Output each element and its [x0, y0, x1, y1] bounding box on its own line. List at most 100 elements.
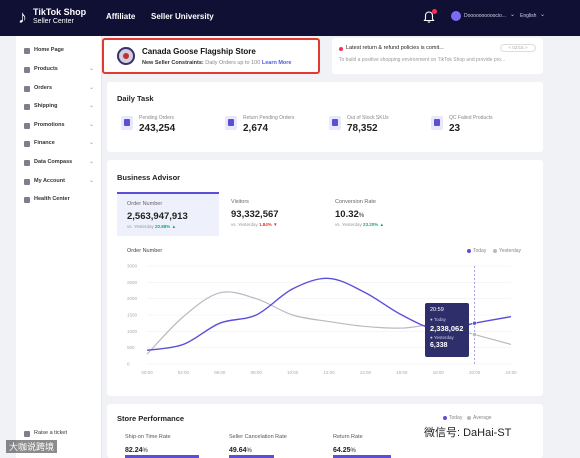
task-value: 23 [449, 123, 461, 134]
sidebar: Home Page Products ⌄ Orders ⌄ Shipping ⌄… [16, 36, 102, 458]
logo-title: TikTok Shop [33, 7, 87, 17]
x-tick-label: 06:00 [214, 370, 226, 375]
y-tick-label: 0 [127, 362, 130, 367]
legend-average[interactable]: Average [467, 415, 492, 421]
legend-yesterday[interactable]: Yesterday [493, 248, 521, 254]
bell-icon[interactable] [422, 10, 436, 24]
perf-value-return-rate: 64.25% [333, 447, 356, 454]
x-tick-label: 20:00 [469, 370, 481, 375]
language-selector[interactable]: English [520, 13, 537, 19]
chevron-down-icon[interactable]: ⌄ [540, 12, 546, 18]
sidebar-item-label: Home Page [34, 47, 64, 53]
y-tick-label: 1500 [127, 313, 138, 318]
perf-value-ship-on-time: 82.24% [125, 447, 148, 454]
sidebar-item-my-account[interactable]: My Account ⌄ [16, 177, 102, 191]
chevron-down-icon: ⌄ [89, 122, 95, 128]
y-tick-label: 2500 [127, 280, 138, 285]
top-bar: ♪ TikTok Shop Seller Center Affiliate Se… [0, 0, 580, 36]
account-avatar[interactable] [451, 11, 461, 21]
announcement-subtitle: To build a positive shopping environment… [339, 57, 506, 63]
task-label: Return Pending Orders [243, 115, 295, 121]
account-name[interactable]: Doooooooooocio... [464, 13, 506, 19]
document-icon [121, 116, 133, 130]
task-value: 243,254 [139, 123, 176, 134]
sidebar-item-products[interactable]: Products ⌄ [16, 65, 102, 79]
sidebar-item-orders[interactable]: Orders ⌄ [16, 84, 102, 98]
metric-label: Conversion Rate [335, 199, 376, 205]
store-performance-card: Store Performance Today Average Ship-on … [107, 404, 543, 458]
sidebar-item-label: Data Compass [34, 159, 73, 165]
legend-today[interactable]: Today [467, 248, 486, 254]
change-up: 20.88% [155, 224, 171, 229]
ticket-icon [24, 431, 30, 437]
shop-info-card: Canada Goose Flagship Store New Seller C… [102, 38, 320, 74]
perf-value-cancelation: 49.64% [229, 447, 252, 454]
business-advisor-card: Business Advisor Order Number 2,563,947,… [107, 160, 543, 396]
legend-today[interactable]: Today [443, 415, 462, 421]
sidebar-item-finance[interactable]: Finance ⌄ [16, 139, 102, 153]
tooltip-yesterday-value: 6,338 [430, 342, 448, 349]
perf-label-cancelation: Seller Cancelation Rate [229, 434, 287, 440]
task-label: Out of Stock SKUs [347, 115, 389, 121]
metric-compare: vs. Yesterday 20.88% ▲ [127, 224, 177, 229]
sidebar-item-shipping[interactable]: Shipping ⌄ [16, 102, 102, 116]
task-pending-orders[interactable]: Pending Orders 243,254 [121, 113, 221, 137]
sidebar-item-label: Promotions [34, 122, 65, 128]
tiktok-shop-logo[interactable]: ♪ TikTok Shop Seller Center [18, 6, 88, 30]
y-tick-label: 1000 [127, 329, 138, 334]
order-number-chart[interactable]: 3000 2500 2000 1500 1000 500 0 00:00 02:00 06:00 0… [107, 256, 543, 386]
perf-label-return-rate: Return Rate [333, 434, 363, 440]
watermark-right: 微信号: DaHai-ST [424, 427, 512, 439]
seller-constraint-text: New Seller Constraints: Daily Orders up … [142, 60, 292, 66]
learn-more-link[interactable]: Learn More [261, 60, 292, 66]
sidebar-item-label: Products [34, 66, 58, 72]
chevron-down-icon: ⌄ [89, 103, 95, 109]
orders-icon [24, 86, 30, 92]
y-tick-label: 3000 [127, 264, 138, 269]
nav-seller-university[interactable]: Seller University [151, 12, 214, 21]
chevron-down-icon[interactable]: ⌄ [510, 12, 516, 18]
x-tick-label: 24:00 [505, 370, 517, 375]
task-qc-failed[interactable]: QC Failed Products 23 [431, 113, 531, 137]
chevron-down-icon: ⌄ [89, 159, 95, 165]
x-tick-label: 10:00 [287, 370, 299, 375]
nav-affiliate[interactable]: Affiliate [106, 12, 136, 21]
sidebar-item-label: Health Center [34, 196, 70, 202]
chevron-down-icon: ⌄ [89, 66, 95, 72]
task-return-pending-orders[interactable]: Return Pending Orders 2,674 [225, 113, 325, 137]
announcement-pager[interactable]: < 02/15 > [500, 44, 536, 52]
user-icon [24, 179, 30, 185]
constraint-prefix: New Seller Constraints: [142, 60, 204, 66]
sidebar-item-health-center[interactable]: Health Center [16, 195, 102, 209]
x-tick-label: 02:00 [178, 370, 190, 375]
x-tick-label: 08:00 [251, 370, 263, 375]
sidebar-item-label: Shipping [34, 103, 58, 109]
qc-icon [431, 116, 443, 130]
sidebar-item-label: My Account [34, 178, 65, 184]
announcement-title[interactable]: Latest return & refund policies is comit… [346, 45, 444, 51]
tooltip-today-label: ● Today [430, 317, 446, 322]
x-tick-label: 16:00 [396, 370, 408, 375]
task-out-of-stock[interactable]: Out of Stock SKUs 78,352 [329, 113, 429, 137]
shop-logo-mark [123, 53, 129, 59]
task-label: QC Failed Products [449, 115, 493, 121]
megaphone-icon [24, 123, 30, 129]
metric-label: Order Number [127, 201, 163, 207]
raise-ticket-link[interactable]: Raise a ticket [34, 430, 68, 436]
metric-label: Visitors [231, 199, 249, 205]
metric-conversion-rate[interactable]: Conversion Rate 10.32% vs. Yesterday 23.… [325, 192, 427, 236]
sidebar-item-label: Finance [34, 140, 55, 146]
perf-bar-return-rate [333, 455, 391, 458]
tiktok-note-icon: ♪ [18, 7, 27, 27]
truck-icon [24, 104, 30, 110]
sidebar-item-data-compass[interactable]: Data Compass ⌄ [16, 158, 102, 172]
announcement-card[interactable]: Latest return & refund policies is comit… [332, 38, 543, 74]
return-icon [225, 116, 237, 130]
sidebar-item-home-page[interactable]: Home Page [16, 46, 102, 60]
sidebar-item-promotions[interactable]: Promotions ⌄ [16, 121, 102, 135]
metric-visitors[interactable]: Visitors 93,332,567 vs. Yesterday 1.84% … [221, 192, 323, 236]
metric-order-number[interactable]: Order Number 2,563,947,913 vs. Yesterday… [117, 192, 219, 236]
x-tick-label: 14:00 [360, 370, 372, 375]
tooltip-time: 20:59 [430, 307, 444, 313]
shop-name: Canada Goose Flagship Store [142, 47, 256, 56]
